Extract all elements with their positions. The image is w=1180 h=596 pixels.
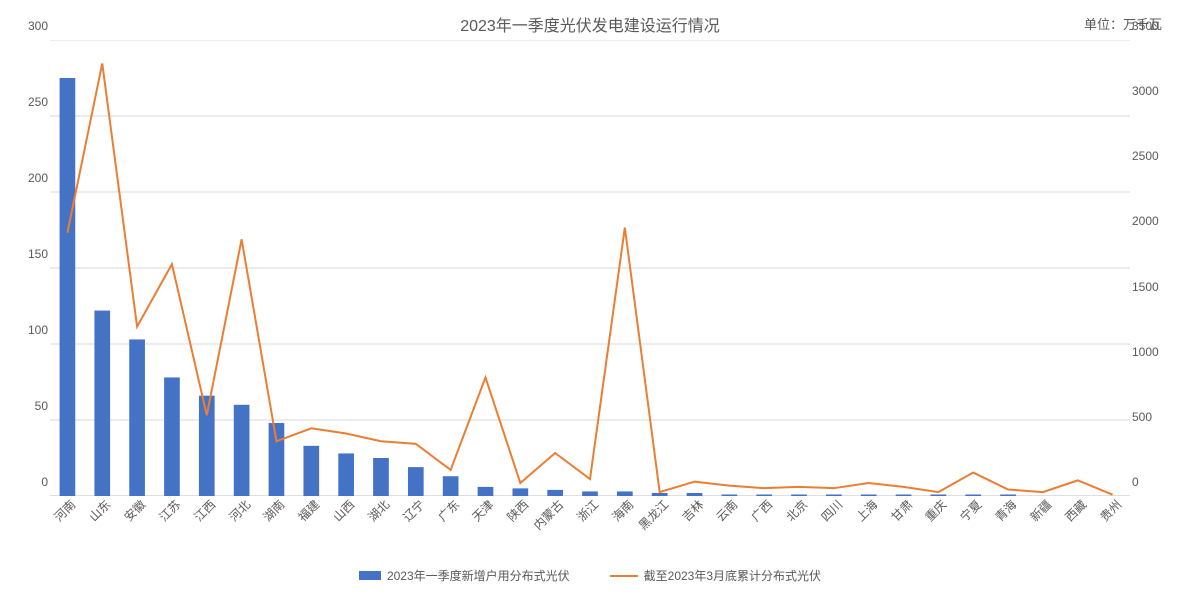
x-axis-label: 江苏	[155, 496, 184, 525]
x-axis-label: 宁夏	[956, 496, 985, 525]
x-axis-label: 新疆	[1026, 496, 1055, 525]
x-axis-label: 海南	[608, 496, 637, 525]
x-axis-label: 山东	[85, 496, 114, 525]
x-axis-label: 天津	[468, 496, 497, 525]
legend-bars: 2023年一季度新增户用分布式光伏	[359, 567, 570, 584]
x-axis-label: 江西	[190, 496, 219, 525]
y-axis-right: 0500100015002000250030003500	[1132, 40, 1170, 496]
x-axis-label: 上海	[852, 496, 881, 525]
x-axis-label: 黑龙江	[634, 496, 671, 533]
x-axis-label: 湖北	[364, 496, 393, 525]
legend-bars-label: 2023年一季度新增户用分布式光伏	[387, 567, 570, 584]
y-right-tick: 1500	[1132, 280, 1170, 294]
line-swatch	[610, 575, 638, 577]
y-right-tick: 2000	[1132, 214, 1170, 228]
y-left-tick: 0	[10, 475, 48, 489]
x-axis-label: 河南	[50, 496, 79, 525]
x-axis: 河南山东安徽江苏江西河北湖南福建山西湖北辽宁广东天津陕西内蒙古浙江海南黑龙江吉林…	[50, 496, 1130, 528]
chart-title: 2023年一季度光伏发电建设运行情况	[10, 10, 1170, 36]
y-right-tick: 500	[1132, 410, 1170, 424]
x-axis-label: 云南	[712, 496, 741, 525]
x-axis-label: 内蒙古	[530, 496, 567, 533]
x-axis-label: 北京	[782, 496, 811, 525]
x-axis-label: 重庆	[921, 496, 950, 525]
y-right-tick: 3000	[1132, 84, 1170, 98]
chart-container: 2023年一季度光伏发电建设运行情况 单位：万千瓦 05010015020025…	[10, 10, 1170, 586]
legend-line: 截至2023年3月底累计分布式光伏	[610, 567, 821, 584]
x-axis-label: 辽宁	[399, 496, 428, 525]
legend: 2023年一季度新增户用分布式光伏 截至2023年3月底累计分布式光伏	[10, 567, 1170, 584]
y-left-tick: 100	[10, 323, 48, 337]
y-left-tick: 50	[10, 399, 48, 413]
x-axis-label: 陕西	[503, 496, 532, 525]
y-left-tick: 250	[10, 95, 48, 109]
x-axis-label: 广东	[434, 496, 463, 525]
y-left-tick: 150	[10, 247, 48, 261]
x-axis-label: 广西	[747, 496, 776, 525]
chart-svg	[50, 40, 1130, 496]
x-axis-label: 西藏	[1061, 496, 1090, 525]
x-axis-label: 安徽	[120, 496, 149, 525]
y-right-tick: 0	[1132, 475, 1170, 489]
y-left-tick: 300	[10, 19, 48, 33]
x-axis-label: 湖南	[259, 496, 288, 525]
x-axis-label: 四川	[817, 496, 846, 525]
x-axis-label: 山西	[329, 496, 358, 525]
x-axis-label: 吉林	[678, 496, 707, 525]
x-axis-label: 河北	[225, 496, 254, 525]
y-right-tick: 2500	[1132, 149, 1170, 163]
x-axis-label: 浙江	[573, 496, 602, 525]
x-axis-label: 福建	[294, 496, 323, 525]
x-axis-label: 甘肃	[887, 496, 916, 525]
x-axis-label: 贵州	[1096, 496, 1125, 525]
bar-swatch	[359, 571, 381, 580]
x-axis-label: 青海	[991, 496, 1020, 525]
y-right-tick: 3500	[1132, 19, 1170, 33]
y-right-tick: 1000	[1132, 345, 1170, 359]
plot-area	[50, 40, 1130, 496]
y-left-tick: 200	[10, 171, 48, 185]
legend-line-label: 截至2023年3月底累计分布式光伏	[644, 567, 821, 584]
y-axis-left: 050100150200250300	[10, 40, 48, 496]
